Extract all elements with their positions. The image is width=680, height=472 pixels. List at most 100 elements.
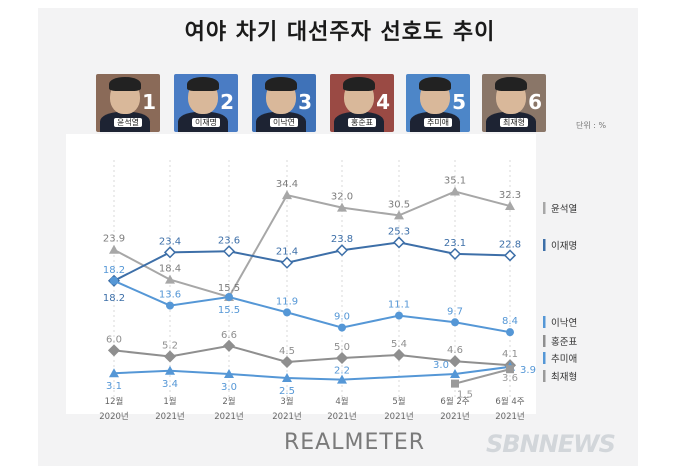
data-label: 18.2	[103, 265, 125, 276]
candidate-portrait: 2 이재명	[174, 74, 238, 132]
data-label: 3.1	[106, 381, 122, 392]
candidate-name: 홍준표	[347, 118, 377, 127]
candidate-portrait: 5 추미애	[406, 74, 470, 132]
data-point	[166, 301, 174, 310]
data-label: 11.9	[276, 296, 298, 307]
data-point	[450, 369, 460, 378]
data-label: 22.8	[499, 239, 521, 250]
data-label: 34.4	[276, 179, 298, 190]
data-point	[107, 344, 121, 357]
data-label: 23.8	[331, 234, 353, 245]
data-point	[451, 379, 459, 388]
series-line-이낙연	[113, 279, 511, 334]
data-label: 15.5	[218, 283, 240, 294]
portrait-hair	[187, 77, 219, 91]
data-label: 32.3	[499, 190, 521, 201]
x-tick-label: 6월 4주	[495, 396, 524, 407]
candidate-name-tag: 이재명	[174, 110, 238, 129]
data-point	[337, 374, 347, 384]
data-label: 5.2	[162, 340, 178, 351]
candidate-name-tag: 최재형	[482, 110, 546, 129]
data-label: 4.1	[502, 349, 518, 360]
x-tick-sublabel: 2021년	[495, 411, 524, 422]
data-label: 9.0	[334, 312, 350, 323]
legend-label: 홍준표	[551, 336, 577, 348]
x-tick-sublabel: 2021년	[214, 411, 243, 422]
data-point	[222, 339, 236, 352]
data-label: 5.4	[391, 339, 407, 350]
data-label: 3.0	[221, 382, 237, 393]
x-tick-label: 2월	[222, 396, 235, 407]
data-point	[448, 355, 462, 368]
data-label: 2.2	[334, 366, 350, 377]
series-line-윤석열	[113, 190, 511, 299]
portrait-hair	[265, 77, 297, 91]
data-point	[222, 245, 236, 258]
data-point	[337, 202, 347, 212]
watermark: SBNNEWS	[486, 430, 616, 458]
data-label: 23.6	[218, 235, 240, 246]
x-tick-label: 1월	[163, 396, 176, 407]
candidate-name: 최재형	[499, 118, 529, 127]
legend-swatch	[543, 370, 546, 382]
data-label: 3.0	[433, 360, 449, 371]
series-line-이재명	[113, 241, 511, 282]
candidate-name: 이낙연	[269, 118, 299, 127]
data-label: 2.5	[279, 386, 295, 397]
portrait-hair	[343, 77, 375, 91]
series-line-최재형	[454, 368, 511, 385]
data-point	[280, 256, 294, 269]
data-label: 32.0	[331, 192, 353, 203]
data-point	[163, 350, 177, 363]
unit-label: 단위 : %	[576, 121, 607, 130]
data-label: 35.1	[444, 176, 466, 187]
data-point	[503, 249, 517, 262]
data-label: 8.4	[502, 316, 518, 327]
data-label: 23.4	[159, 236, 181, 247]
data-point	[506, 328, 514, 337]
data-point	[448, 247, 462, 260]
data-point	[451, 318, 459, 327]
candidate-portrait: 3 이낙연	[252, 74, 316, 132]
data-point	[392, 236, 406, 249]
candidate-name-tag: 윤석열	[96, 110, 160, 129]
candidate-name-tag: 추미애	[406, 110, 470, 129]
candidate-name: 추미애	[423, 118, 453, 127]
data-point	[395, 311, 403, 320]
data-point	[165, 274, 175, 284]
data-label: 4.6	[447, 345, 463, 356]
candidate-portrait: 1 윤석열	[96, 74, 160, 132]
candidate-name-tag: 이낙연	[252, 110, 316, 129]
data-label: 5.0	[334, 342, 350, 353]
series-line-홍준표	[113, 344, 511, 367]
x-tick-sublabel: 2021년	[384, 411, 413, 422]
data-point	[506, 365, 514, 374]
data-point	[335, 351, 349, 365]
data-label: 18.4	[159, 264, 181, 275]
legend-swatch	[543, 202, 546, 214]
data-point	[392, 348, 406, 362]
legend-label: 추미애	[551, 354, 577, 365]
data-point	[280, 355, 294, 369]
plot-area	[66, 134, 536, 414]
page-title: 여야 차기 대선주자 선호도 추이	[184, 20, 496, 45]
data-label: 6.0	[106, 334, 122, 345]
legend-label: 이재명	[551, 241, 577, 252]
data-label: 11.1	[388, 300, 410, 311]
data-label: 1.5	[457, 390, 473, 401]
data-point	[282, 373, 292, 382]
data-point	[283, 308, 291, 317]
data-label: 6.6	[221, 330, 237, 341]
data-label: 23.9	[103, 234, 125, 245]
data-point	[394, 210, 404, 220]
legend-label: 윤석열	[551, 204, 577, 215]
x-tick-sublabel: 2021년	[440, 411, 469, 422]
candidate-number: 6	[528, 90, 542, 114]
legend-label: 최재형	[551, 372, 577, 383]
data-label: 3.9	[520, 365, 536, 376]
data-point	[505, 201, 515, 211]
data-label: 3.4	[162, 379, 178, 390]
candidate-number: 2	[220, 90, 234, 114]
data-point	[109, 368, 119, 378]
